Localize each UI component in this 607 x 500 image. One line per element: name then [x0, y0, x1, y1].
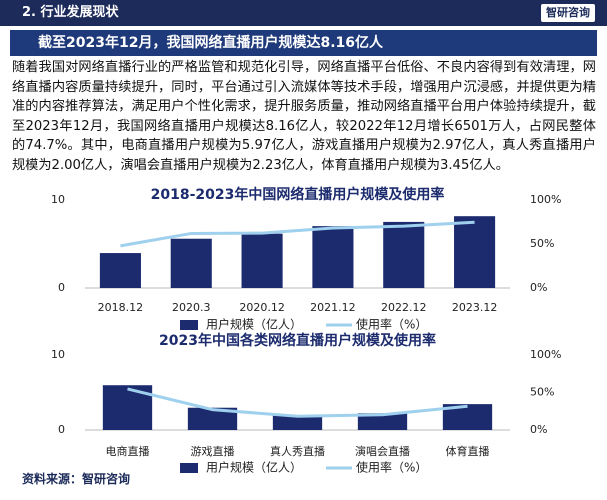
- bar: [454, 216, 496, 288]
- logo: 智研咨询: [541, 4, 595, 22]
- legend-swatch: [180, 320, 198, 330]
- headline: 截至2023年12月，我国网络直播用户规模达8.16亿人: [10, 30, 597, 56]
- legend-label: 使用率（%）: [356, 460, 427, 475]
- y2-tick-label: 50%: [530, 237, 554, 250]
- y2-tick-label: 100%: [530, 193, 561, 206]
- bar: [357, 413, 408, 430]
- y-tick-label: 10: [51, 348, 65, 361]
- x-tick-label: 2020.3: [172, 301, 211, 314]
- x-tick-label: 2021.12: [310, 301, 356, 314]
- bar: [383, 221, 425, 288]
- bar: [312, 226, 354, 288]
- header-bar: 2. 行业发展现状 智研咨询: [0, 0, 607, 26]
- paragraph: 随着我国对网络直播行业的严格监管和规范化引导，网络直播平台低俗、不良内容得到有效…: [12, 60, 596, 173]
- y2-tick-label: 100%: [530, 348, 561, 361]
- legend-label: 使用率（%）: [356, 317, 427, 332]
- bar: [170, 238, 212, 288]
- section-title: 2. 行业发展现状: [22, 5, 119, 20]
- y2-tick-label: 0%: [530, 281, 547, 294]
- bar: [99, 253, 141, 288]
- y2-tick-label: 0%: [530, 423, 547, 436]
- line: [127, 387, 468, 418]
- y2-tick-label: 50%: [530, 386, 554, 399]
- bar: [272, 415, 323, 430]
- y-tick-label: 10: [51, 193, 65, 206]
- x-tick-label: 2023.12: [452, 301, 498, 314]
- y-tick-label: 0: [58, 423, 65, 436]
- legend-label: 用户规模（亿人）: [206, 317, 302, 332]
- x-tick-label: 体育直播: [446, 444, 490, 458]
- x-tick-label: 2018.12: [98, 301, 144, 314]
- x-tick-label: 2020.12: [239, 301, 285, 314]
- chart-title: 2018-2023年中国网络直播用户规模及使用率: [151, 186, 445, 203]
- x-tick-label: 电商直播: [106, 444, 150, 458]
- source: 资料来源：智研咨询: [22, 472, 131, 486]
- bar: [187, 407, 238, 430]
- legend-swatch: [180, 463, 198, 473]
- legend-label: 用户规模（亿人）: [206, 460, 302, 475]
- bar: [241, 233, 283, 288]
- x-tick-label: 演唱会直播: [355, 444, 410, 458]
- x-tick-label: 游戏直播: [191, 444, 235, 458]
- line: [120, 220, 475, 248]
- x-tick-label: 真人秀直播: [270, 444, 325, 458]
- x-tick-label: 2022.12: [381, 301, 427, 314]
- y-tick-label: 0: [58, 281, 65, 294]
- chart-title: 2023年中国各类网络直播用户规模及使用率: [159, 332, 436, 349]
